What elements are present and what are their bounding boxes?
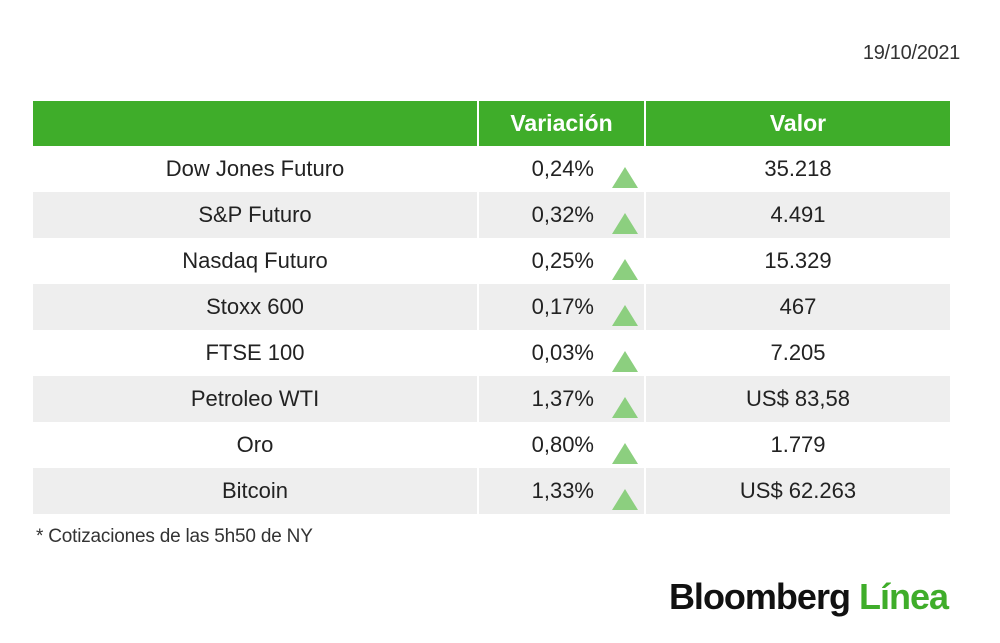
row-variation-cell: 0,03% [477, 330, 644, 376]
table-row: Stoxx 600 0,17% 467 [33, 284, 950, 330]
row-variation-cell: 0,17% [477, 284, 644, 330]
row-variation-cell: 0,25% [477, 238, 644, 284]
row-value: 35.218 [644, 146, 950, 192]
row-variation: 0,32% [531, 202, 594, 227]
table-row: Oro 0,80% 1.779 [33, 422, 950, 468]
row-variation: 1,37% [531, 386, 594, 411]
header-value: Valor [644, 101, 950, 146]
row-variation-cell: 0,24% [477, 146, 644, 192]
row-name: FTSE 100 [205, 340, 305, 365]
row-value: 1.779 [644, 422, 950, 468]
row-name: Stoxx 600 [33, 284, 477, 330]
row-name: Bitcoin [33, 468, 477, 514]
up-arrow-icon [612, 305, 638, 326]
table-row: Nasdaq Futuro 0,25% 15.329 [33, 238, 950, 284]
quotes-table: Variación Valor Dow Jones Futuro 0,24% 3… [33, 101, 950, 514]
footnote: * Cotizaciones de las 5h50 de NY [36, 526, 313, 547]
header-name [33, 101, 477, 146]
row-variation: 1,33% [531, 478, 594, 503]
up-arrow-icon [612, 259, 638, 280]
row-variation: 0,80% [531, 432, 594, 457]
logo-accent-text: Línea [858, 576, 949, 617]
row-name: Dow Jones Futuro [165, 156, 345, 181]
up-arrow-icon [612, 443, 638, 464]
table-row: S&P Futuro 0,32% 4.491 [33, 192, 950, 238]
row-variation-cell: 1,33% [477, 468, 644, 514]
table-row: Bitcoin 1,33% US$ 62.263 [33, 468, 950, 514]
up-arrow-icon [612, 213, 638, 234]
row-name: Nasdaq Futuro [182, 248, 328, 273]
up-arrow-icon [612, 489, 638, 510]
up-arrow-icon [612, 397, 638, 418]
row-value: 15.329 [644, 238, 950, 284]
row-variation-cell: 0,80% [477, 422, 644, 468]
row-name: Oro [236, 432, 274, 457]
row-value: US$ 62.263 [644, 468, 950, 514]
row-variation-cell: 0,32% [477, 192, 644, 238]
row-name: Petroleo WTI [33, 376, 477, 422]
up-arrow-icon [612, 351, 638, 372]
row-value: US$ 83,58 [644, 376, 950, 422]
up-arrow-icon [612, 167, 638, 188]
row-variation-cell: 1,37% [477, 376, 644, 422]
row-variation: 0,25% [531, 248, 594, 273]
header-variation: Variación [477, 101, 644, 146]
date-label: 19/10/2021 [862, 42, 960, 64]
row-value: 4.491 [644, 192, 950, 238]
table-header-row: Variación Valor [33, 101, 950, 146]
table-row: Dow Jones Futuro 0,24% 35.218 [33, 146, 950, 192]
row-value: 7.205 [644, 330, 950, 376]
row-value: 467 [644, 284, 950, 330]
row-variation: 0,17% [531, 294, 594, 319]
table-row: Petroleo WTI 1,37% US$ 83,58 [33, 376, 950, 422]
row-name: S&P Futuro [33, 192, 477, 238]
logo-main-text: Bloomberg [668, 576, 851, 617]
table-row: FTSE 100 0,03% 7.205 [33, 330, 950, 376]
row-variation: 0,24% [531, 156, 594, 181]
bloomberg-linea-logo: Bloomberg Línea [668, 576, 949, 618]
row-variation: 0,03% [531, 340, 594, 365]
